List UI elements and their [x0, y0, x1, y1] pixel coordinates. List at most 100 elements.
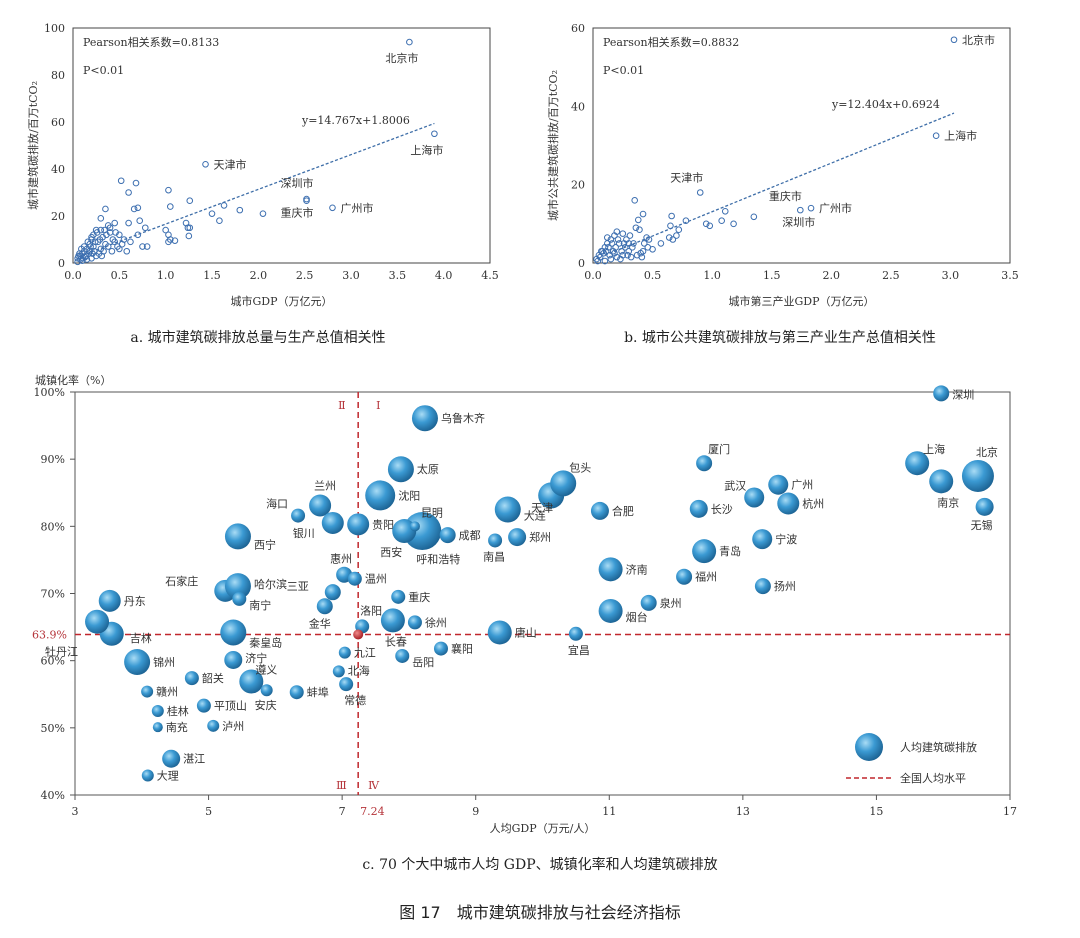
bubble-label: 郑州 [529, 530, 551, 544]
data-point-深圳市 [797, 206, 804, 214]
data-point [607, 236, 615, 243]
bubble-label: 遵义 [255, 662, 277, 676]
bubble-label: 烟台 [626, 610, 648, 624]
point-label: 深圳市 [782, 215, 815, 229]
bubble-label: 桂林 [167, 704, 189, 718]
bubble-label: 温州 [365, 573, 387, 586]
data-point [617, 255, 624, 263]
legend-line-label: 全国人均水平 [900, 771, 966, 785]
point-label: 北京市 [385, 51, 418, 65]
trend-line [604, 112, 955, 257]
point-label: 上海市 [410, 143, 443, 157]
data-point [88, 254, 95, 262]
x-tick-label: 0.5 [111, 269, 129, 282]
bubble-label: 贵阳 [372, 518, 394, 531]
bubble-label: 洛阳 [360, 603, 382, 617]
bubble-label: 昆明 [421, 506, 443, 519]
bubble-武汉 [744, 487, 765, 508]
data-point [644, 244, 652, 251]
bubble-安庆 [260, 684, 273, 697]
bubble-label: 牡丹江 [45, 645, 78, 659]
data-point-重庆市 [750, 213, 758, 221]
bubble-济南 [598, 557, 623, 582]
bubble-大连 [494, 496, 521, 523]
bubble-贵阳 [347, 513, 370, 536]
bubble-label: 石家庄 [165, 574, 198, 588]
bubble-宜昌 [568, 626, 583, 641]
bubble-label: 包头 [569, 461, 591, 474]
data-point [601, 257, 609, 265]
y-tick-label: 80% [41, 520, 65, 533]
data-point [637, 249, 644, 257]
bubble-银川 [321, 511, 344, 534]
x-tick-label: 9 [472, 805, 479, 818]
data-point [93, 229, 101, 236]
data-point [665, 234, 673, 241]
bubble-南昌 [488, 533, 503, 548]
data-point [631, 197, 639, 204]
bubble-西宁 [224, 523, 251, 550]
bubble-label: 西宁 [254, 537, 276, 551]
data-point [259, 210, 267, 217]
bubble-label: 南京 [937, 495, 959, 509]
x-tick-label: 1.0 [157, 269, 175, 282]
y-tick-label: 50% [41, 722, 65, 735]
bubble-label: 海口 [266, 497, 288, 511]
bubble-长春 [380, 608, 405, 633]
data-point [624, 251, 631, 259]
bubble-岳阳 [395, 648, 410, 663]
bubble-长沙 [689, 499, 708, 518]
trend-equation: y=12.404x+0.6924 [831, 98, 940, 111]
bubble-常德 [339, 677, 354, 692]
data-point-重庆市 [303, 197, 310, 205]
bubble-label: 呼和浩特 [416, 552, 460, 566]
bubble-label: 杭州 [802, 496, 824, 510]
data-point [627, 253, 635, 261]
data-point [634, 216, 642, 224]
bubble-泸州 [207, 719, 220, 732]
bubble-label: 济南 [626, 562, 648, 576]
data-point [98, 252, 106, 260]
bubble-label: 宜昌 [568, 643, 590, 657]
data-point-广州市 [329, 204, 336, 212]
pearson-coefficient: Pearson相关系数=0.8133 [83, 35, 219, 49]
bubble-label: 武汉 [724, 479, 746, 492]
quadrant-2-label: Ⅱ [338, 399, 345, 412]
data-point [125, 189, 132, 196]
bubble-北海 [332, 665, 345, 678]
data-point [167, 203, 174, 210]
x-axis-title: 人均GDP（万元/人） [490, 822, 596, 835]
bubble-label: 成都 [459, 529, 481, 542]
data-point [134, 231, 142, 239]
bubble-唐山 [487, 620, 512, 645]
bubble-label: 平顶山 [214, 700, 247, 713]
bubble-广州 [768, 474, 789, 495]
national-avg-x-label: 7.24 [360, 805, 385, 818]
p-value: P<0.01 [603, 64, 644, 77]
bubble-合肥 [590, 501, 609, 520]
data-point [603, 234, 611, 241]
data-point [111, 219, 118, 227]
data-point [626, 232, 634, 239]
p-value: P<0.01 [83, 64, 124, 77]
point-label: 重庆市 [769, 189, 802, 203]
trend-line [86, 122, 435, 255]
bubble-南京 [929, 469, 954, 494]
data-point [84, 238, 92, 246]
data-point [721, 208, 729, 215]
data-point [598, 247, 605, 255]
bubble-label: 唐山 [515, 625, 537, 639]
data-point [605, 244, 612, 251]
data-point [96, 236, 104, 243]
data-point [702, 220, 710, 228]
bubble-温州 [347, 571, 362, 586]
data-point [106, 224, 114, 232]
bubble-遵义 [239, 669, 264, 694]
point-label: 天津市 [670, 171, 703, 185]
data-point [85, 250, 93, 257]
data-point [87, 243, 94, 250]
y-tick-label: 90% [41, 453, 65, 466]
bubble-label: 长春 [385, 635, 407, 648]
bubble-label: 天津 [531, 501, 553, 514]
data-point [620, 240, 628, 247]
